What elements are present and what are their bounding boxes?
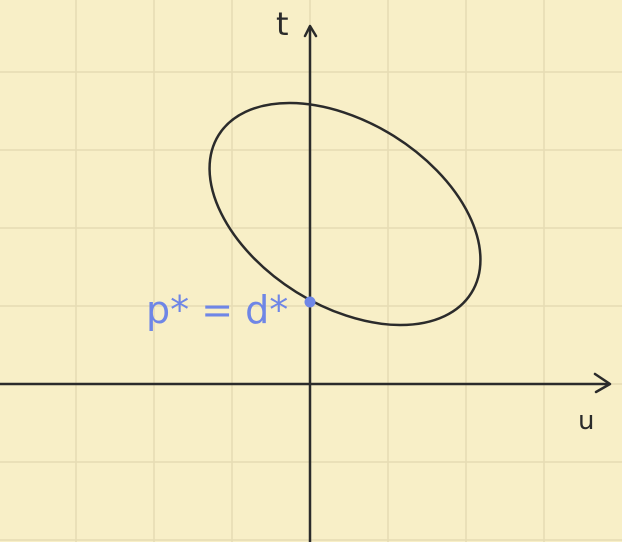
ellipse [208,101,482,327]
t-axis-label: t [276,5,289,43]
optimal-point [304,296,316,308]
annotation-label: p* = d* [146,288,288,332]
u-axis-label: u [578,406,594,436]
u-axis-arrow-icon [593,372,612,394]
t-axis-arrow-icon [303,24,318,38]
